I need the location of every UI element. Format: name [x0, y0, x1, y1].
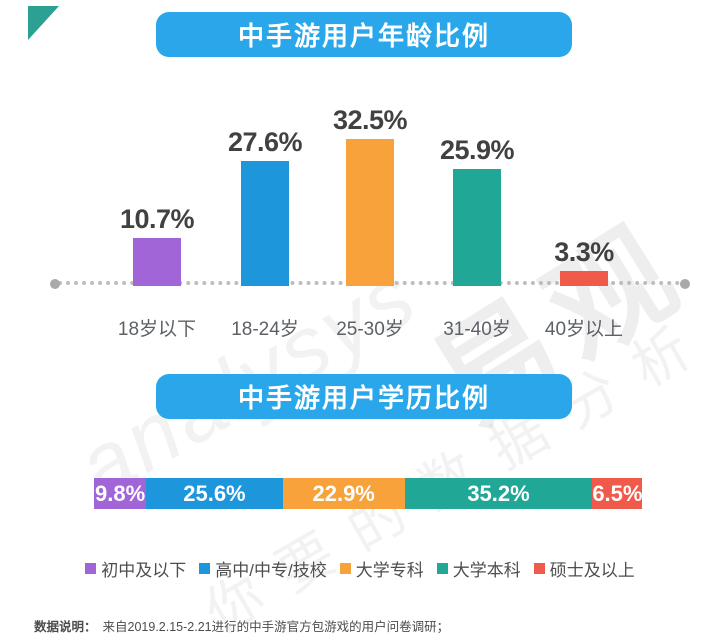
legend-label: 大学专科 — [355, 560, 424, 580]
age-axis-label: 31-40岁 — [443, 319, 511, 340]
legend-swatch — [339, 562, 351, 574]
edu-segment-value-label: 35.2% — [467, 480, 530, 506]
legend-swatch — [436, 562, 448, 574]
legend-item: 大学本科 — [436, 556, 521, 581]
legend-swatch — [85, 562, 97, 574]
baseline-left-end-dot — [50, 279, 60, 289]
edu-segment: 6.5% — [592, 478, 643, 509]
footnote-text: 来自2019.2.15-2.21进行的中手游官方包游戏的用户问卷调研； — [102, 620, 450, 634]
legend-swatch — [199, 562, 211, 574]
age-bar-value-label: 32.5% — [332, 105, 408, 135]
legend-swatch — [533, 562, 545, 574]
age-bar-value-label: 3.3% — [554, 237, 614, 267]
age-bar — [241, 161, 289, 286]
edu-segment-value-label: 9.8% — [95, 480, 146, 506]
edu-chart-title-pill: 中手游用户学历比例 — [156, 374, 572, 419]
age-bar-value-label: 10.7% — [119, 204, 195, 234]
age-bar-value-label: 25.9% — [439, 135, 515, 165]
legend-item: 大学专科 — [339, 556, 424, 581]
age-bar — [560, 271, 608, 286]
legend-label: 高中/中专/技校 — [215, 560, 327, 580]
edu-chart-title: 中手游用户学历比例 — [237, 383, 490, 413]
legend-label: 初中及以下 — [101, 560, 187, 580]
age-chart-title-pill: 中手游用户年龄比例 — [156, 12, 572, 57]
age-axis-label: 18-24岁 — [231, 319, 299, 340]
legend-item: 初中及以下 — [85, 556, 186, 581]
edu-segment: 25.6% — [146, 478, 283, 509]
age-bar — [346, 139, 394, 286]
legend-label: 硕士及以上 — [549, 560, 635, 580]
baseline-right-end-dot — [680, 279, 690, 289]
legend-label: 大学本科 — [452, 560, 521, 580]
edu-segment: 9.8% — [94, 478, 147, 509]
legend-item: 高中/中专/技校 — [199, 556, 327, 581]
age-chart-title: 中手游用户年龄比例 — [237, 21, 490, 51]
footnote-label: 数据说明： — [34, 620, 97, 634]
age-axis-label: 18岁以下 — [117, 319, 197, 340]
legend-item: 硕士及以上 — [533, 556, 635, 581]
age-bar-value-label: 27.6% — [227, 127, 303, 157]
edu-segment-value-label: 25.6% — [183, 480, 246, 506]
age-bar — [133, 238, 181, 286]
brand-triangle-logo — [28, 6, 59, 40]
footnote: 数据说明： 来自2019.2.15-2.21进行的中手游官方包游戏的用户问卷调研； — [34, 616, 449, 635]
edu-segment: 22.9% — [282, 478, 405, 509]
edu-segment-value-label: 22.9% — [312, 480, 375, 506]
age-axis-label: 25-30岁 — [336, 319, 404, 340]
edu-stacked-bar: 9.8% 25.6% 22.9% 35.2% 6.5% — [94, 478, 643, 509]
age-bar — [453, 169, 501, 286]
edu-segment-value-label: 6.5% — [592, 480, 643, 506]
edu-legend: 初中及以下 高中/中专/技校 大学专科 大学本科 硕士及以上 — [0, 556, 720, 580]
edu-segment: 35.2% — [404, 478, 593, 509]
age-axis-label: 40岁以上 — [544, 319, 624, 340]
